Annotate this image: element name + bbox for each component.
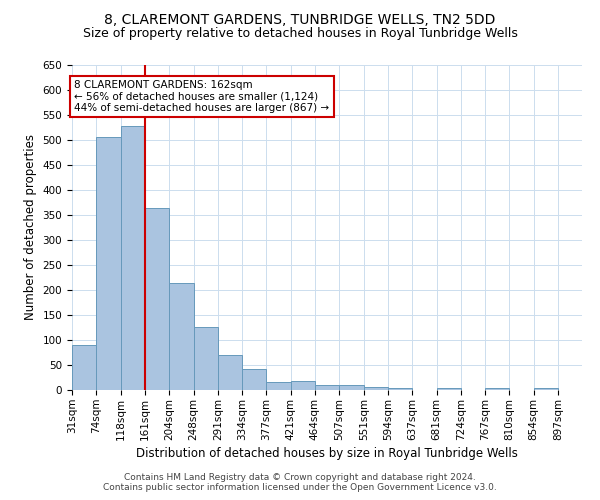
Bar <box>339 385 364 390</box>
Bar <box>291 380 315 390</box>
Bar <box>145 208 169 390</box>
Text: Contains HM Land Registry data © Crown copyright and database right 2024.
Contai: Contains HM Land Registry data © Crown c… <box>103 473 497 492</box>
Bar <box>242 368 266 390</box>
Y-axis label: Number of detached properties: Number of detached properties <box>24 134 37 320</box>
Text: 8 CLAREMONT GARDENS: 162sqm
← 56% of detached houses are smaller (1,124)
44% of : 8 CLAREMONT GARDENS: 162sqm ← 56% of det… <box>74 80 329 113</box>
Bar <box>388 388 412 390</box>
Bar <box>169 282 194 390</box>
Bar <box>437 388 461 390</box>
Bar <box>218 355 242 390</box>
Bar <box>96 137 121 390</box>
Text: 8, CLAREMONT GARDENS, TUNBRIDGE WELLS, TN2 5DD: 8, CLAREMONT GARDENS, TUNBRIDGE WELLS, T… <box>104 12 496 26</box>
Text: Size of property relative to detached houses in Royal Tunbridge Wells: Size of property relative to detached ho… <box>83 28 517 40</box>
Bar <box>121 126 145 390</box>
Bar <box>72 345 96 390</box>
Bar <box>194 327 218 390</box>
Bar <box>534 388 558 390</box>
Bar <box>485 388 509 390</box>
X-axis label: Distribution of detached houses by size in Royal Tunbridge Wells: Distribution of detached houses by size … <box>136 446 518 460</box>
Bar <box>315 384 339 390</box>
Bar <box>266 382 291 390</box>
Bar <box>364 387 388 390</box>
